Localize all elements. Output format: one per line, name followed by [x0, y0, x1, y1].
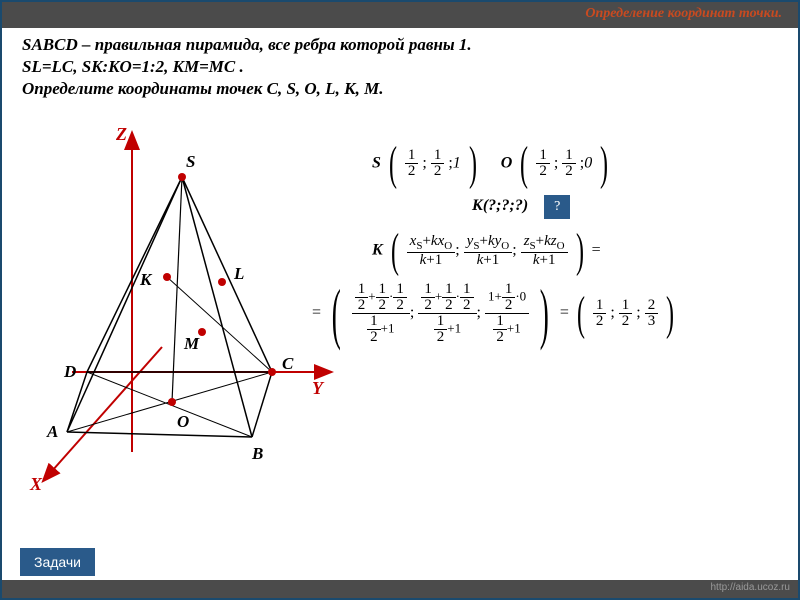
axis-z-label: Z: [116, 124, 127, 145]
point-O-label: O: [177, 412, 189, 432]
header-title: Определение координат точки.: [585, 6, 782, 21]
formula-K-general: K ( xS+kxO k+1 ; yS+kyO k+1 ; zS+kzO k+1…: [372, 229, 792, 272]
footer-url: http://aida.ucoz.ru: [711, 582, 791, 593]
problem-text: SABCD – правильная пирамида, все ребра к…: [2, 28, 798, 102]
O-z: 0: [584, 154, 592, 171]
diagram-svg: [12, 122, 342, 502]
tasks-button[interactable]: Задачи: [20, 548, 95, 576]
problem-line3: Определите координаты точек C, S, O, L, …: [22, 78, 778, 100]
pyramid-diagram: Z Y X S К L M D C A B O: [12, 122, 342, 502]
O-x-num: 1: [536, 148, 550, 164]
S-z: 1: [453, 154, 461, 171]
point-D-label: D: [64, 362, 76, 382]
footer-bar: http://aida.ucoz.ru: [2, 580, 798, 598]
O-y-num: 1: [562, 148, 576, 164]
O-y-den: 2: [562, 164, 576, 179]
res-x-den: 2: [593, 314, 607, 329]
K-question-text: К(?;?;?): [472, 197, 528, 214]
point-L-label: L: [234, 264, 244, 284]
res-y-den: 2: [619, 314, 633, 329]
res-y-num: 1: [619, 298, 633, 314]
problem-line1: SABCD – правильная пирамида, все ребра к…: [22, 34, 778, 56]
S-symbol: S: [372, 154, 381, 171]
S-x-den: 2: [405, 164, 419, 179]
res-x-num: 1: [593, 298, 607, 314]
O-x-den: 2: [536, 164, 550, 179]
formula-K-numeric: = ( 12+12·12 12+1 ; 12+12·12 12+1 ; 1+12…: [312, 282, 792, 345]
axis-y-label: Y: [312, 378, 323, 399]
res-z-den: 3: [645, 314, 659, 329]
S-y-den: 2: [431, 164, 445, 179]
O-symbol: O: [501, 154, 513, 171]
res-z-num: 2: [645, 298, 659, 314]
formula-S-O: S ( 12 ; 12 ;1 ) O ( 12 ; 12 ;0 ): [372, 142, 792, 185]
problem-line2: SL=LC, SK:KO=1:2, KM=MC .: [22, 56, 778, 78]
formula-K-question: К(?;?;?) ?: [472, 195, 792, 219]
point-K-label: К: [140, 270, 152, 290]
point-C-label: C: [282, 354, 293, 374]
K-symbol: K: [372, 241, 383, 258]
S-y-num: 1: [431, 148, 445, 164]
S-x-num: 1: [405, 148, 419, 164]
point-S-label: S: [186, 152, 195, 172]
point-A-label: A: [47, 422, 58, 442]
point-M-label: M: [184, 334, 199, 354]
point-B-label: B: [252, 444, 263, 464]
question-button[interactable]: ?: [544, 195, 570, 219]
formulas-region: S ( 12 ; 12 ;1 ) O ( 12 ; 12 ;0 ) К(?;?;…: [372, 142, 792, 355]
header-bar: Определение координат точки.: [2, 2, 798, 28]
axis-x-label: X: [30, 474, 42, 495]
